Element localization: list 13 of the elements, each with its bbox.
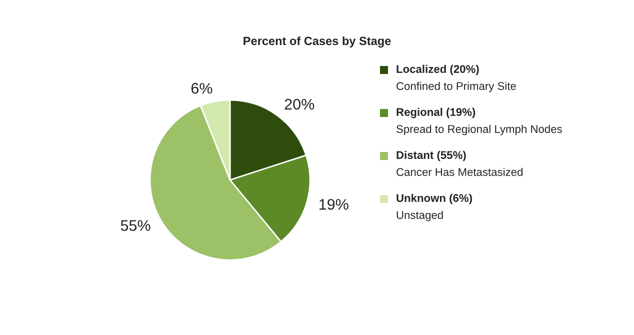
text: Cancer Has Metastasized: [396, 168, 522, 176]
legend-label: Distant (55%): [396, 150, 466, 162]
data-label: 20%: [284, 98, 314, 110]
legend-label: Localized (20%): [396, 64, 479, 76]
legend-label: Unknown (6%): [396, 194, 472, 204]
data-label: 19%: [320, 198, 348, 210]
text: Spread to Regional Lymph Nodes: [396, 124, 562, 136]
text: Unstaged: [396, 210, 443, 222]
data-label: 6%: [191, 82, 212, 94]
legend-label: Regional (19%): [396, 108, 476, 118]
text: Confined to Primary Site: [396, 82, 516, 92]
data-label: 55%: [120, 220, 150, 231]
chart-title: Percent of Cases by Stage: [244, 36, 391, 48]
